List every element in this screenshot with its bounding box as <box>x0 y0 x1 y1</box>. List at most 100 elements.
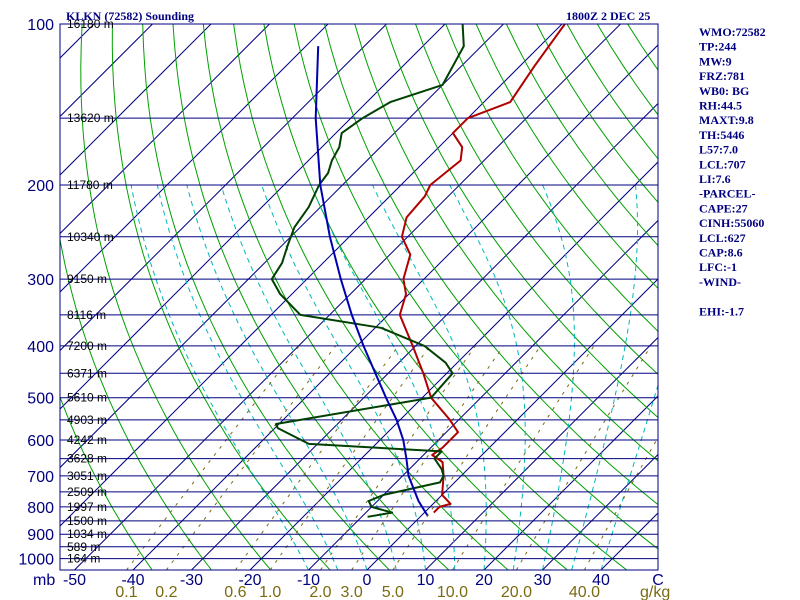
isotherm-line <box>425 336 658 570</box>
stat-line: CAPE:27 <box>699 201 748 215</box>
moist-adiabat-line <box>186 184 368 570</box>
pressure-tick-label: 1000 <box>18 552 54 569</box>
dry-adiabat-line <box>384 24 658 419</box>
height-label: 3628 m <box>67 452 107 466</box>
height-label: 1034 m <box>67 527 107 541</box>
temperature-tick-label: 40 <box>592 572 610 589</box>
moist-adiabat-line <box>156 184 339 570</box>
mixing-ratio-line <box>320 345 476 570</box>
stat-line: CINH:55060 <box>699 216 764 230</box>
height-label: 2509 m <box>67 485 107 499</box>
isotherm-line <box>60 24 446 410</box>
mixing-ratio-tick-label: 5.0 <box>382 584 404 600</box>
pressure-tick-label: 300 <box>27 272 54 289</box>
moist-adiabat-line <box>372 184 487 570</box>
dry-adiabat-line <box>505 24 658 247</box>
pressure-tick-label: 500 <box>27 391 54 408</box>
chart-title: KLKN (72582) Sounding <box>66 9 194 23</box>
height-label: 1997 m <box>67 500 107 514</box>
mixing-ratio-line <box>234 345 399 570</box>
moist-adiabat-line <box>542 184 575 570</box>
isotherm-line <box>60 24 329 293</box>
stat-line: CAP:8.6 <box>699 246 743 260</box>
height-label: 5610 m <box>67 391 107 405</box>
pressure-tick-label: 900 <box>27 527 54 544</box>
height-label: 8116 m <box>67 308 106 322</box>
pressure-tick-label: 400 <box>27 339 54 356</box>
dry-adiabat-line <box>263 24 628 570</box>
isotherm-line <box>74 24 621 570</box>
dry-adiabat-line <box>142 24 390 570</box>
isotherm-line <box>483 395 658 570</box>
isotherm-line <box>249 161 658 570</box>
mixing-ratio-tick-label: 2.0 <box>309 584 331 600</box>
dry-adiabat-line <box>324 24 658 506</box>
pressure-tick-label: 600 <box>27 433 54 450</box>
stat-line: MAXT:9.8 <box>699 113 754 127</box>
temperature-tick-label: -10 <box>297 572 320 589</box>
stat-line: MW:9 <box>699 54 732 68</box>
mixing-ratio-tick-label: 20.0 <box>501 584 532 600</box>
height-label: 6371 m <box>67 366 107 380</box>
height-label: 589 m <box>67 540 100 554</box>
pressure-tick-label: 700 <box>27 469 54 486</box>
isotherm-line <box>60 24 270 235</box>
celsius-unit-label: C <box>652 572 664 589</box>
height-label: 13620 m <box>67 111 114 125</box>
background-grid <box>60 24 658 570</box>
dry-adiabat-line <box>536 24 658 204</box>
height-label: 7200 m <box>67 339 107 353</box>
height-label: 4903 m <box>67 413 107 427</box>
height-label: 11780 m <box>67 178 113 192</box>
mixing-ratio-line <box>351 345 504 570</box>
height-label: 164 m <box>67 552 100 566</box>
moist-adiabat-line <box>310 184 456 570</box>
stat-line: LI:7.6 <box>699 172 731 186</box>
isotherm-line <box>60 24 212 176</box>
mixing-ratio-line <box>126 345 300 570</box>
stat-line: FRZ:781 <box>699 69 745 83</box>
dry-adiabat-line <box>111 24 331 570</box>
height-label: 4242 m <box>67 433 107 447</box>
temperature-tick-label: -30 <box>180 572 203 589</box>
mixing-ratio-unit: g/kg <box>640 584 670 600</box>
isotherm-line <box>366 278 658 570</box>
stat-line: LCL:707 <box>699 157 746 171</box>
pressure-tick-label: 200 <box>27 178 54 195</box>
dewpoint-profile-line <box>270 24 465 518</box>
mixing-ratio-tick-label: 1.0 <box>259 584 281 600</box>
dry-adiabat-line <box>233 24 568 570</box>
dry-adiabat-line <box>293 24 658 550</box>
height-label: 1500 m <box>67 514 107 528</box>
height-label: 16180 m <box>67 17 114 31</box>
isotherm-line <box>60 24 153 118</box>
temperature-tick-label: -20 <box>238 572 261 589</box>
moist-adiabat-line <box>571 184 638 570</box>
mixing-ratio-tick-label: 3.0 <box>340 584 362 600</box>
stat-line: LCL:627 <box>699 231 746 245</box>
stat-line: WMO:72582 <box>699 25 766 39</box>
height-label: 9150 m <box>67 272 107 286</box>
pressure-tick-label: 800 <box>27 500 54 517</box>
moist-adiabat-line <box>220 184 397 570</box>
mixing-ratio-tick-label: 40.0 <box>569 584 600 600</box>
moist-adiabat-line <box>130 184 309 570</box>
dry-adiabat-line <box>566 24 658 160</box>
dry-adiabat-line <box>475 24 658 290</box>
moist-adiabat-line <box>449 184 526 570</box>
mixing-ratio-tick-label: 0.1 <box>115 584 137 600</box>
dry-adiabat-line <box>172 24 450 570</box>
temperature-tick-label: 0 <box>363 572 372 589</box>
dry-adiabat-line <box>354 24 658 462</box>
mixing-ratio-tick-label: 0.2 <box>155 584 177 600</box>
stat-line: -WIND- <box>699 275 741 289</box>
stat-line: L57:7.0 <box>699 143 738 157</box>
temperature-tick-label: 20 <box>475 572 493 589</box>
mixing-ratio-line <box>515 345 652 570</box>
temperature-profile-line <box>398 24 566 514</box>
isotherm-line <box>191 102 658 570</box>
temperature-tick-label: 10 <box>417 572 435 589</box>
dry-adiabat-line <box>445 24 658 332</box>
mixing-ratio-line <box>583 436 658 570</box>
